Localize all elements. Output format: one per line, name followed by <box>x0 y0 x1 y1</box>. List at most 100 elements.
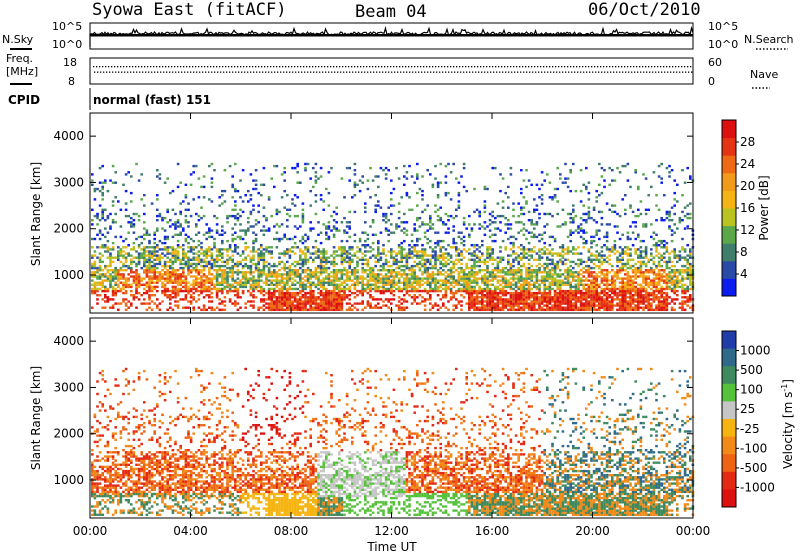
echo-cell <box>221 254 224 257</box>
echo-cell <box>262 248 266 251</box>
echo-cell <box>543 275 546 278</box>
echo-cell <box>111 275 115 278</box>
echo-cell <box>546 275 549 278</box>
echo-cell <box>561 279 565 282</box>
noise-right-bottom-tick: 10^0 <box>708 38 738 51</box>
echo-cell <box>452 308 455 311</box>
echo-cell <box>192 283 195 286</box>
echo-cell <box>522 196 526 199</box>
echo-cell <box>553 298 557 301</box>
echo-cell <box>332 227 336 230</box>
echo-cell <box>439 283 442 286</box>
echo-cell <box>587 212 591 216</box>
echo-cell <box>408 269 411 272</box>
echo-cell <box>130 175 133 178</box>
echo-cell <box>522 298 526 301</box>
echo-cell <box>358 237 362 241</box>
echo-cell <box>569 285 572 289</box>
echo-cell <box>501 279 505 282</box>
echo-cell <box>96 289 99 293</box>
echo-cell <box>252 204 255 207</box>
echo-cell <box>499 279 502 282</box>
echo-cell <box>309 300 312 303</box>
echo-cell <box>296 287 299 291</box>
echo-cell <box>444 275 448 278</box>
echo-cell <box>423 277 427 280</box>
echo-cell <box>260 300 263 303</box>
echo-cell <box>93 198 97 201</box>
echo-cell <box>252 256 255 259</box>
echo-cell <box>400 287 403 291</box>
echo-cell <box>410 208 414 211</box>
echo-cell <box>314 306 318 309</box>
echo-cell <box>486 283 489 286</box>
echo-cell <box>231 196 234 199</box>
echo-cell <box>109 298 112 301</box>
echo-cell <box>553 194 557 197</box>
echo-cell <box>559 291 562 295</box>
echo-cell <box>280 275 284 278</box>
echo-cell <box>540 233 544 236</box>
echo-cell <box>397 306 401 309</box>
echo-cell <box>470 266 474 270</box>
echo-cell <box>278 298 281 301</box>
echo-cell <box>369 246 372 249</box>
echo-cell <box>200 308 203 311</box>
echo-cell <box>585 304 588 307</box>
nave-dot <box>234 66 236 68</box>
echo-cell <box>234 187 237 191</box>
echo-cell <box>273 296 276 299</box>
freq-dot <box>265 71 267 73</box>
echo-cell <box>109 277 112 280</box>
echo-cell <box>195 164 198 168</box>
echo-cell <box>114 287 117 291</box>
echo-cell <box>234 244 237 247</box>
echo-cell <box>135 283 138 286</box>
freq-dot <box>226 71 228 73</box>
freq-dot <box>565 71 567 73</box>
echo-cell <box>228 289 232 293</box>
echo-cell <box>101 212 104 216</box>
echo-cell <box>488 219 492 222</box>
echo-cell <box>288 306 292 309</box>
echo-cell <box>551 298 554 301</box>
echo-cell <box>106 189 110 193</box>
nave-dot <box>228 66 230 68</box>
echo-cell <box>98 231 102 234</box>
freq-dot <box>499 71 501 73</box>
echo-cell <box>140 252 143 255</box>
echo-cell <box>296 262 299 266</box>
echo-cell <box>436 183 440 186</box>
echo-cell <box>145 275 149 278</box>
echo-cell <box>540 298 544 301</box>
echo-cell <box>286 281 289 284</box>
nave-dot <box>321 66 323 68</box>
echo-cell <box>247 277 250 280</box>
echo-cell <box>564 252 567 255</box>
echo-cell <box>418 262 422 266</box>
echo-cell <box>436 231 440 234</box>
echo-cell <box>439 181 442 184</box>
echo-cell <box>309 287 312 291</box>
echo-cell <box>572 294 575 297</box>
echo-cell <box>366 179 370 182</box>
echo-cell <box>377 273 380 276</box>
echo-cell <box>400 275 403 278</box>
echo-cell <box>405 287 409 291</box>
echo-cell <box>202 258 206 261</box>
echo-cell <box>488 289 492 293</box>
nave-dot <box>252 66 254 68</box>
echo-cell <box>366 285 370 289</box>
echo-cell <box>127 254 130 257</box>
echo-cell <box>403 277 406 280</box>
nave-dot <box>456 66 458 68</box>
echo-cell <box>579 223 583 226</box>
echo-cell <box>392 187 396 191</box>
echo-cell <box>462 244 466 247</box>
echo-cell <box>356 289 359 293</box>
echo-cell <box>377 241 380 245</box>
echo-cell <box>283 304 286 307</box>
echo-cell <box>499 269 502 272</box>
freq-dot <box>121 71 123 73</box>
freq-dot <box>205 71 207 73</box>
